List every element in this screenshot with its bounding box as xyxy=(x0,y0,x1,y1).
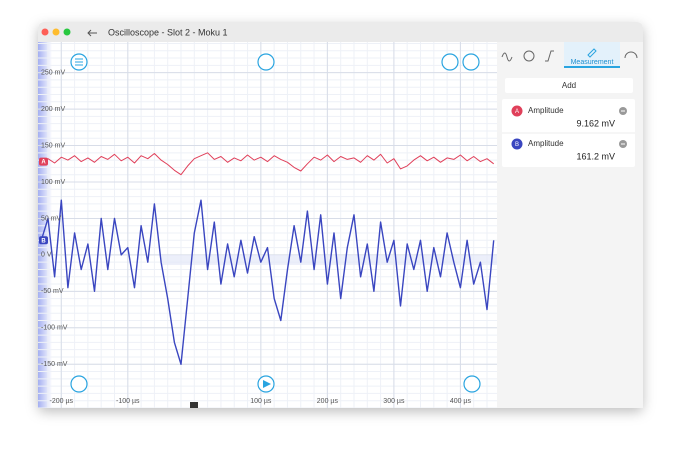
tab-icon[interactable] xyxy=(523,50,535,62)
tab-icon[interactable] xyxy=(624,51,638,59)
plot-bg xyxy=(38,42,497,408)
play-icon xyxy=(263,380,271,388)
x-tick-label: 400 µs xyxy=(450,398,472,405)
y-tick-label: 250 mV xyxy=(41,69,65,76)
measure-icon xyxy=(587,48,597,58)
trace xyxy=(41,152,495,176)
tool-button[interactable] xyxy=(463,375,481,393)
y-tick-label: 150 mV xyxy=(41,142,65,149)
channel-label: A xyxy=(41,160,46,166)
y-tick-label: 0 V xyxy=(41,252,52,259)
y-tick-label: 50 mV xyxy=(41,215,62,222)
tool-button[interactable] xyxy=(257,53,275,71)
close-button[interactable] xyxy=(41,28,49,36)
y-tick-label: 200 mV xyxy=(41,106,65,113)
y-tick-label: -50 mV xyxy=(41,288,64,295)
channel-marker xyxy=(39,236,48,245)
channel-badge xyxy=(511,105,523,117)
x-tick-label: -100 µs xyxy=(116,398,140,405)
channel-marker xyxy=(39,157,48,166)
trace xyxy=(40,199,495,365)
trigger-marker xyxy=(190,402,198,408)
measurement-value: 9.162 mV xyxy=(576,118,615,128)
x-tick-label: 200 µs xyxy=(317,398,339,405)
window-title: Oscilloscope - Slot 2 - Moku 1 xyxy=(108,27,228,37)
tool-button[interactable] xyxy=(441,53,459,71)
y-tick-label: -100 mV xyxy=(41,325,68,332)
x-tick-label: -200 µs xyxy=(50,398,74,405)
measurement-value: 161.2 mV xyxy=(576,151,615,161)
x-tick-label: 100 µs xyxy=(250,398,272,405)
tool-button[interactable] xyxy=(70,375,88,393)
channel-badge-label: B xyxy=(515,142,519,148)
channel-badge-label: A xyxy=(515,109,519,115)
tab-label[interactable]: Measurement xyxy=(571,59,614,66)
tab-icon[interactable] xyxy=(501,52,513,62)
measurement-label: Amplitude xyxy=(528,106,564,115)
tool-button[interactable] xyxy=(462,53,480,71)
y-tick-label: 100 mV xyxy=(41,179,65,186)
menu-icon xyxy=(75,58,83,66)
active-tab-indicator xyxy=(564,66,620,68)
minimize-button[interactable] xyxy=(52,28,60,36)
tab-icons xyxy=(501,50,638,62)
measurement-label: Amplitude xyxy=(528,139,564,148)
side-panel xyxy=(497,42,643,408)
title-bar xyxy=(38,22,643,42)
measurements: A Amplitude 9.162 mV B Amplitude 161.2 mV xyxy=(511,105,627,161)
back-button[interactable] xyxy=(87,29,97,37)
x-tick-label: 300 µs xyxy=(383,398,405,405)
zoom-button[interactable] xyxy=(63,28,71,36)
edge-shade xyxy=(38,42,52,408)
y-tick-label: -150 mV xyxy=(41,361,68,368)
add-label[interactable]: Add xyxy=(562,81,576,90)
channel-badge xyxy=(511,138,523,150)
add-button[interactable] xyxy=(505,78,633,93)
zero-band xyxy=(161,254,497,265)
tab-icon[interactable] xyxy=(545,50,554,62)
channel-label: B xyxy=(41,238,46,244)
